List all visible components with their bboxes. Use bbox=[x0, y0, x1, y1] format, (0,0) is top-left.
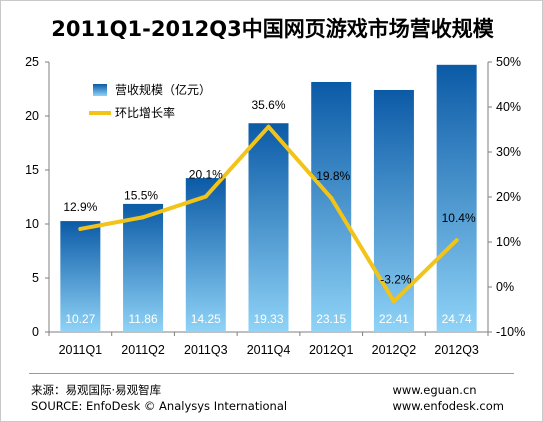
growth-rate-label: 15.5% bbox=[124, 188, 158, 202]
legend-bar-swatch bbox=[93, 84, 107, 96]
growth-rate-point bbox=[329, 195, 334, 200]
bar bbox=[123, 203, 164, 332]
footer-urls: www.eguan.cn www.enfodesk.com bbox=[392, 382, 504, 414]
y-tick-label-right: -10% bbox=[496, 325, 525, 339]
bar-value-label: 24.74 bbox=[442, 312, 472, 326]
bars bbox=[60, 64, 477, 333]
growth-rate-point bbox=[203, 194, 208, 199]
y-tick-label-right: 10% bbox=[496, 235, 521, 249]
footer-source: 来源：易观国际·易观智库 SOURCE: EnfoDesk © Analysys… bbox=[31, 382, 287, 414]
legend: 营收规模（亿元） 环比增长率 bbox=[89, 82, 211, 120]
bar-value-label: 22.41 bbox=[379, 312, 409, 326]
source-en: SOURCE: EnfoDesk © Analysys Internationa… bbox=[31, 399, 288, 413]
chart-title: 2011Q1-2012Q3中国网页游戏市场营收规模 bbox=[51, 17, 494, 41]
x-tick-label: 2011Q2 bbox=[121, 343, 165, 357]
x-tick-label: 2011Q4 bbox=[247, 343, 291, 357]
growth-rate-point bbox=[141, 215, 146, 220]
y-tick-label-right: 30% bbox=[496, 145, 521, 159]
y-tick-label-left: 25 bbox=[25, 55, 39, 69]
x-tick-label: 2012Q1 bbox=[309, 343, 354, 357]
y-tick-label-left: 15 bbox=[25, 163, 39, 177]
y-tick-label-left: 20 bbox=[25, 109, 39, 123]
growth-rate-point bbox=[78, 226, 83, 231]
growth-rate-label: 20.1% bbox=[189, 168, 223, 182]
x-tick-label: 2012Q2 bbox=[372, 343, 417, 357]
x-tick-label: 2011Q3 bbox=[184, 343, 228, 357]
y-tick-label-left: 10 bbox=[25, 217, 39, 231]
growth-rate-point bbox=[391, 299, 396, 304]
bar bbox=[311, 81, 352, 332]
bar-value-label: 10.27 bbox=[65, 312, 95, 326]
y-tick-label-right: 0% bbox=[496, 280, 514, 294]
growth-rate-label: 35.6% bbox=[251, 98, 285, 112]
growth-rate-label: 12.9% bbox=[63, 200, 97, 214]
bar bbox=[436, 64, 477, 333]
data-labels: 10.27 11.86 14.25 19.33 23.15 22.41 24.74 12.9%… bbox=[63, 98, 476, 326]
y-tick-label-left: 5 bbox=[32, 271, 39, 285]
growth-rate-point bbox=[454, 238, 459, 243]
bar bbox=[185, 178, 226, 332]
bar-value-label: 19.33 bbox=[253, 312, 283, 326]
x-tick-label: 2012Q3 bbox=[434, 343, 479, 357]
y-tick-label-right: 40% bbox=[496, 100, 521, 114]
url-enfodesk: www.enfodesk.com bbox=[392, 399, 504, 413]
legend-line-label: 环比增长率 bbox=[115, 105, 175, 120]
y-tick-label-right: 20% bbox=[496, 190, 521, 204]
bar-value-label: 11.86 bbox=[129, 312, 158, 326]
bar bbox=[248, 123, 289, 333]
growth-rate-label: 10.4% bbox=[442, 211, 476, 225]
bar bbox=[373, 89, 414, 332]
growth-rate-label: 19.8% bbox=[316, 169, 350, 183]
growth-line bbox=[78, 124, 459, 304]
y-tick-label-right: 50% bbox=[496, 55, 521, 69]
axes: 0 5 10 15 20 25 -10% 0% 10% 20% 30% 40% 50% 2011Q1 201… bbox=[25, 55, 525, 357]
x-tick-label: 2011Q1 bbox=[59, 343, 103, 357]
growth-rate-label: -3.2% bbox=[380, 272, 412, 286]
footer-divider bbox=[29, 373, 514, 374]
legend-bar-label: 营收规模（亿元） bbox=[115, 82, 211, 97]
source-cn: 来源：易观国际·易观智库 bbox=[31, 383, 162, 397]
growth-rate-point bbox=[266, 124, 271, 129]
url-eguan: www.eguan.cn bbox=[392, 383, 477, 397]
bar bbox=[60, 221, 101, 332]
bar-value-label: 14.25 bbox=[191, 312, 221, 326]
y-tick-label-left: 0 bbox=[32, 325, 39, 339]
bar-value-label: 23.15 bbox=[316, 312, 346, 326]
